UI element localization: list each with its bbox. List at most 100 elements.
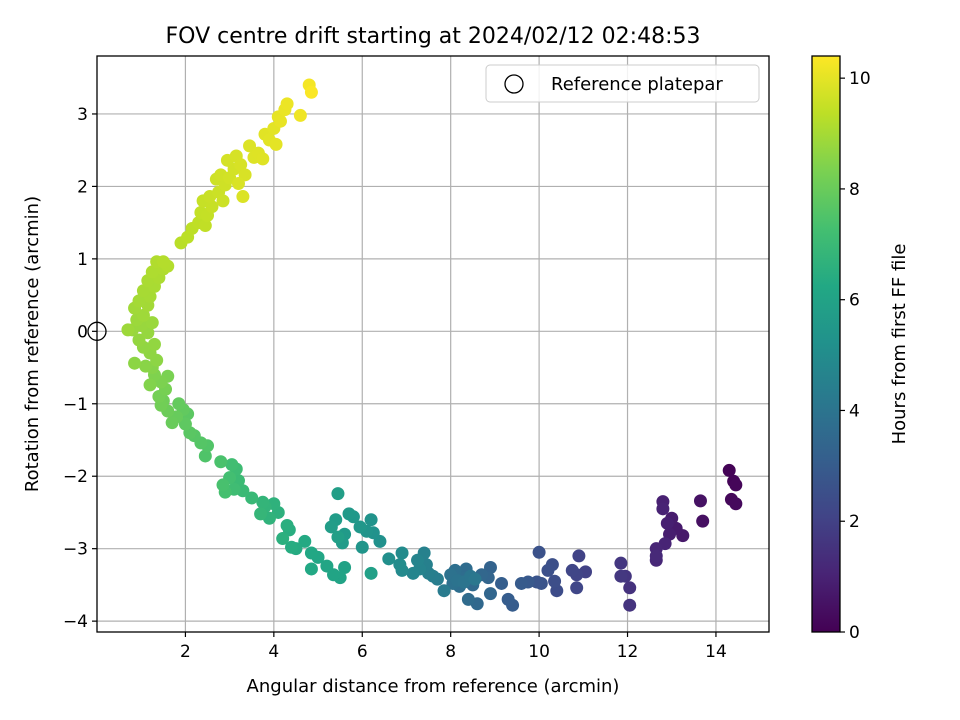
data-point: [495, 576, 509, 590]
data-point: [205, 200, 219, 214]
data-point: [729, 478, 743, 492]
data-point: [256, 495, 270, 509]
x-tick-label: 4: [268, 642, 279, 662]
data-point: [483, 587, 497, 601]
y-tick-label: −3: [63, 540, 88, 560]
data-point: [280, 97, 294, 111]
data-point: [623, 581, 637, 595]
data-point: [136, 308, 150, 322]
chart-title: FOV centre drift starting at 2024/02/12 …: [166, 24, 701, 49]
data-point: [136, 284, 150, 298]
data-point: [280, 518, 294, 532]
y-tick-label: −1: [63, 395, 88, 415]
data-point: [145, 316, 159, 330]
data-point: [128, 356, 142, 370]
x-tick-label: 10: [528, 642, 550, 662]
data-point: [139, 359, 153, 373]
data-point: [269, 137, 283, 151]
data-point: [273, 114, 287, 128]
x-axis: 2 4 6 8 10 12 14: [180, 632, 727, 662]
y-axis: −4 −3 −2 −1 0 1 2 3: [63, 105, 97, 632]
data-point: [514, 576, 528, 590]
data-point: [393, 558, 407, 572]
data-point: [461, 592, 475, 606]
y-axis-label: Rotation from reference (arcmin): [22, 196, 43, 492]
data-point: [570, 581, 584, 595]
grid-lines: [97, 56, 769, 632]
data-point: [501, 592, 515, 606]
y-tick-label: 3: [77, 105, 88, 125]
colorbar-tick-label: 0: [849, 623, 860, 643]
data-point: [649, 549, 663, 563]
data-point: [331, 530, 345, 544]
y-tick-label: 1: [77, 250, 88, 270]
data-point: [656, 502, 670, 516]
data-point: [572, 549, 586, 563]
data-point: [216, 194, 230, 208]
data-point: [614, 556, 628, 570]
y-tick-label: −4: [63, 612, 88, 632]
data-point: [565, 563, 579, 577]
data-point: [298, 534, 312, 548]
data-point: [132, 333, 146, 347]
points-layer: [121, 78, 743, 612]
data-point: [324, 520, 338, 534]
data-point: [132, 294, 146, 308]
x-tick-label: 6: [357, 642, 368, 662]
colorbar-tick-label: 6: [849, 291, 860, 311]
y-tick-label: 2: [77, 177, 88, 197]
data-point: [320, 559, 334, 573]
data-point: [276, 532, 290, 546]
data-point: [172, 397, 186, 411]
colorbar-ticks: 0 2 4 6 8 10: [840, 69, 871, 643]
y-tick-label: 0: [77, 322, 88, 342]
colorbar: [811, 55, 841, 633]
data-point: [236, 190, 250, 204]
data-point: [256, 152, 270, 166]
data-point: [437, 584, 451, 598]
data-point: [231, 177, 245, 191]
data-point: [532, 545, 546, 559]
data-point: [729, 497, 743, 511]
data-point: [156, 255, 170, 269]
data-point: [411, 553, 425, 567]
data-point: [304, 562, 318, 576]
data-point: [216, 478, 230, 492]
x-tick-label: 12: [617, 642, 639, 662]
data-point: [722, 463, 736, 477]
data-point: [147, 337, 161, 351]
data-point: [285, 540, 299, 554]
data-point: [225, 458, 239, 472]
data-point: [145, 265, 159, 279]
data-point: [304, 546, 318, 560]
data-point: [338, 561, 352, 575]
data-point: [693, 494, 707, 508]
data-point: [468, 572, 482, 586]
data-point: [121, 323, 135, 337]
data-point: [342, 507, 356, 521]
data-point: [382, 552, 396, 566]
data-point: [696, 514, 710, 528]
colorbar-tick-label: 8: [849, 180, 860, 200]
data-point: [245, 491, 259, 505]
data-point: [304, 85, 318, 99]
data-point: [541, 563, 555, 577]
legend: Reference platepar: [485, 64, 760, 103]
data-point: [331, 487, 345, 501]
colorbar-tick-label: 4: [849, 401, 860, 421]
x-tick-label: 2: [180, 642, 191, 662]
data-point: [355, 540, 369, 554]
data-point: [214, 455, 228, 469]
data-point: [254, 507, 268, 521]
colorbar-label: Hours from first FF file: [889, 244, 910, 445]
legend-reference-marker-icon: [504, 74, 524, 94]
legend-entry-label: Reference platepar: [551, 74, 723, 95]
data-point: [143, 378, 157, 392]
colorbar-tick-label: 10: [849, 69, 871, 89]
legend-box: [485, 64, 760, 103]
data-point: [614, 569, 628, 583]
data-point: [165, 416, 179, 430]
data-point: [234, 158, 248, 172]
data-point: [293, 108, 307, 122]
